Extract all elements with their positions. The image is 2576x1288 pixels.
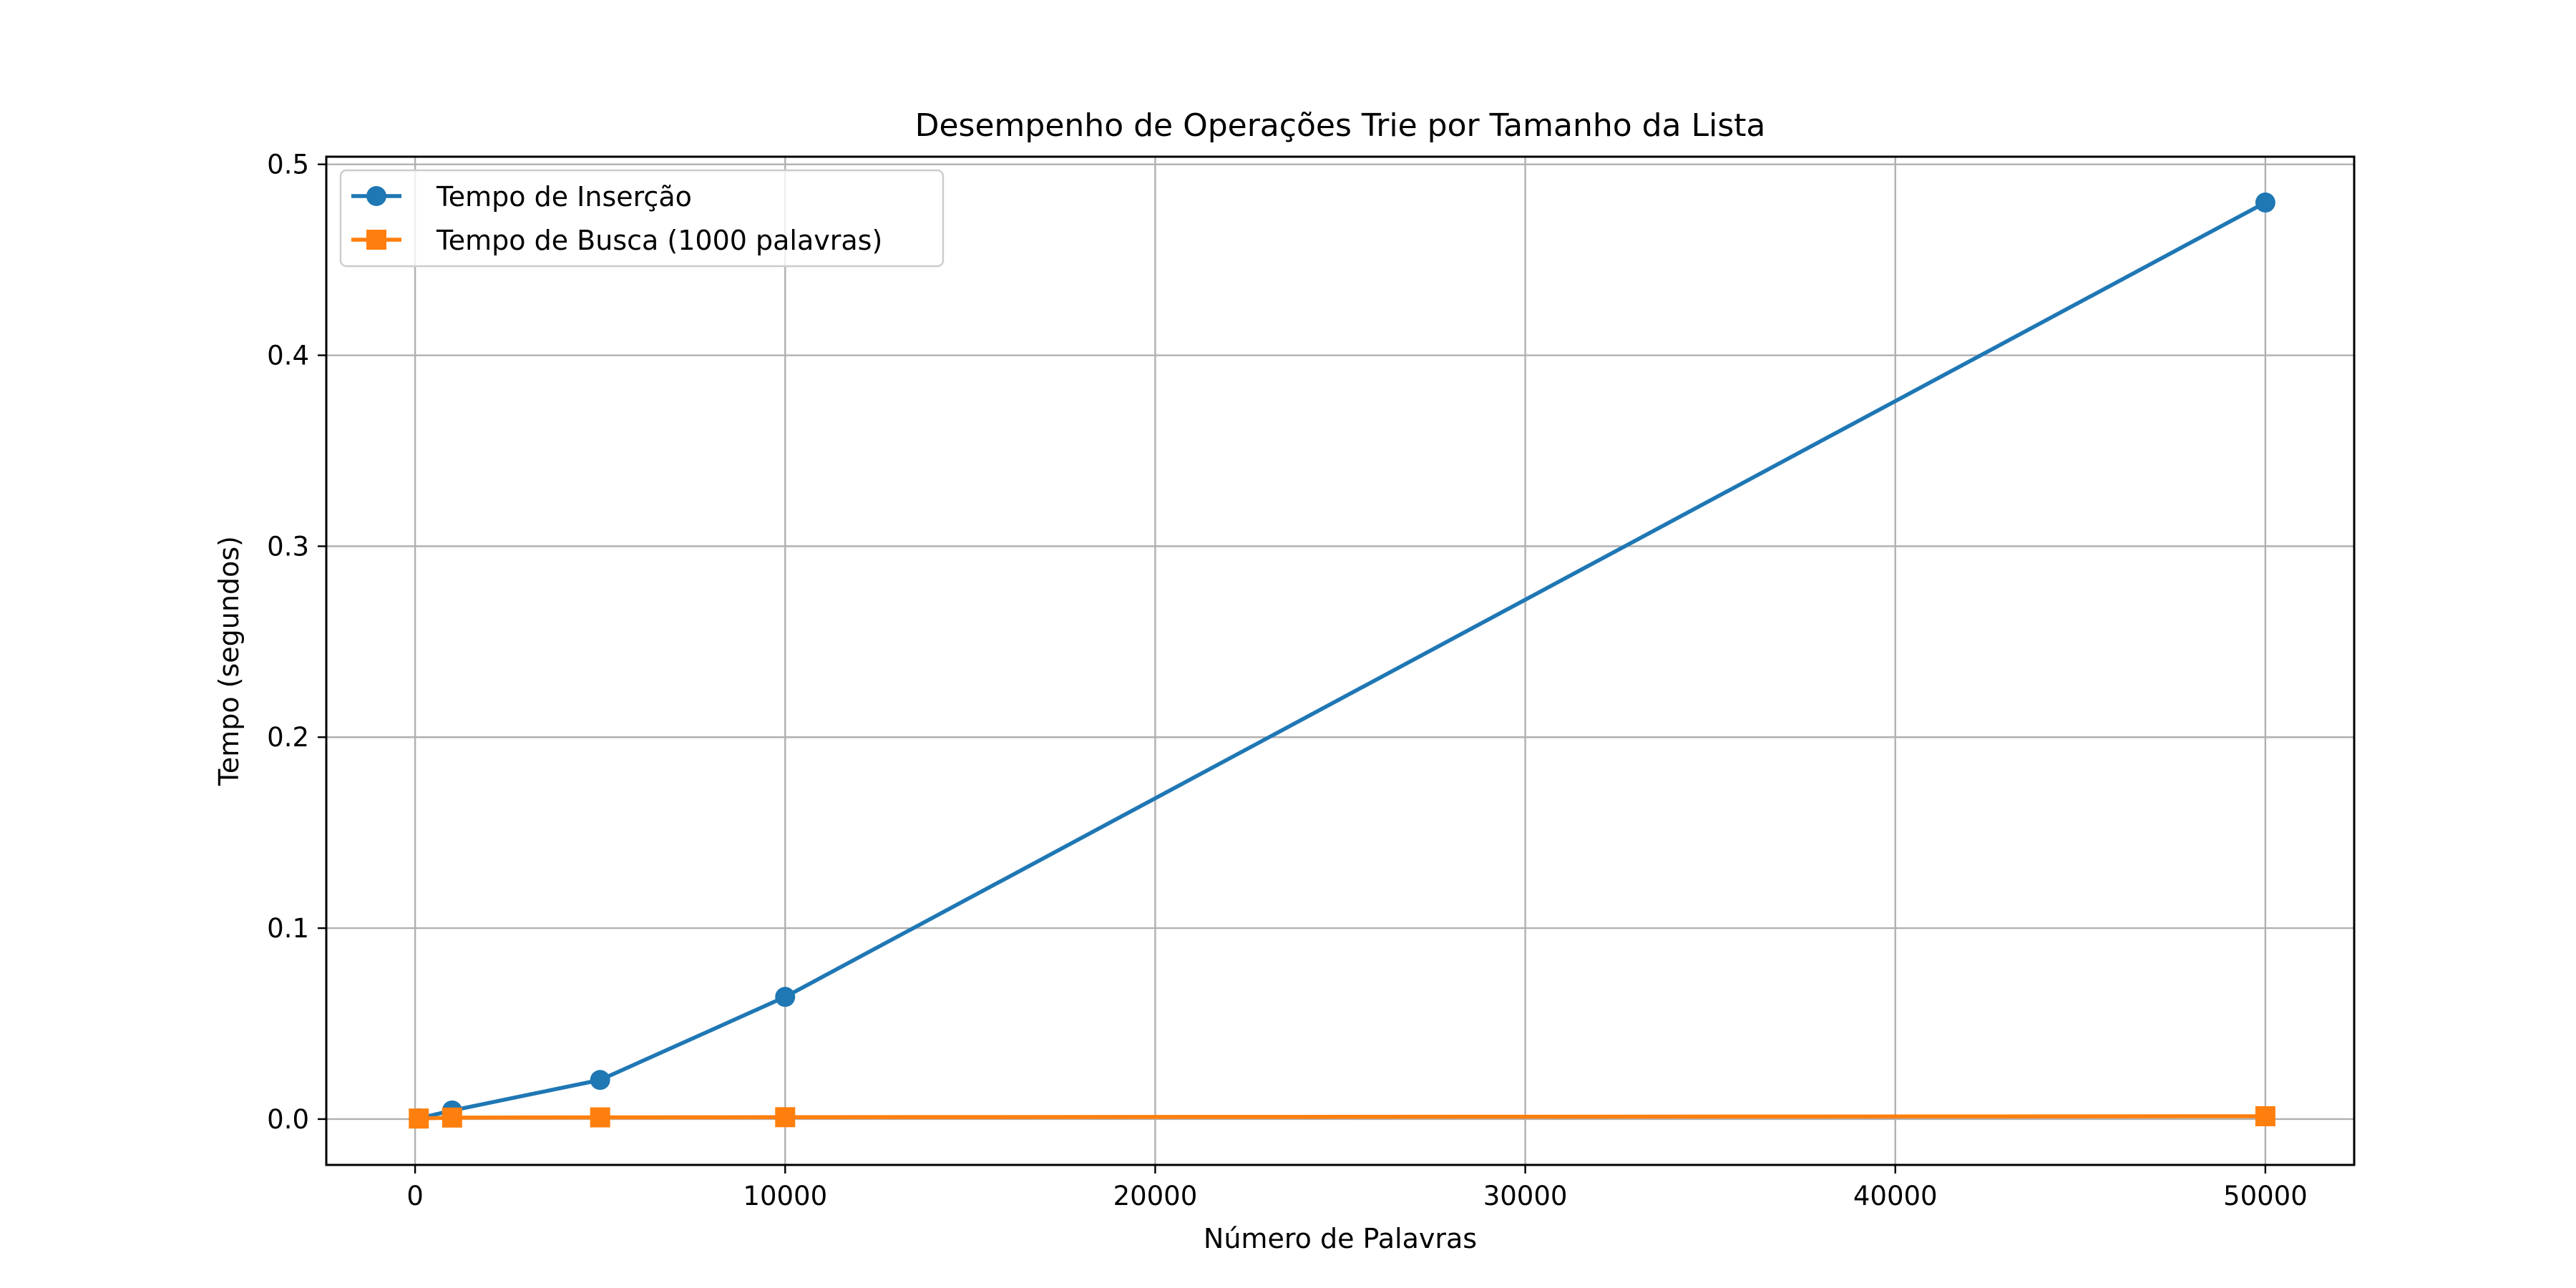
y-tick-label: 0.0 — [267, 1104, 309, 1135]
legend-box — [339, 169, 945, 268]
y-axis-label: Tempo (segundos) — [213, 536, 245, 786]
y-tick-label: 0.3 — [267, 531, 309, 562]
y-tick-label: 0.2 — [267, 722, 309, 753]
data-point-marker — [2255, 1106, 2275, 1126]
chart-title: Desempenho de Operações Trie por Tamanho… — [915, 107, 1766, 144]
series-2 — [409, 1106, 2275, 1129]
x-tick-label: 20000 — [1113, 1181, 1198, 1211]
data-point-marker — [590, 1107, 610, 1128]
data-point-marker — [441, 1107, 462, 1128]
x-tick-label: 0 — [406, 1181, 424, 1211]
data-point-marker — [590, 1070, 610, 1091]
data-point-marker — [2255, 192, 2275, 213]
legend: Tempo de Inserção Tempo de Busca (1000 pa… — [339, 169, 945, 268]
x-axis-label: Número de Palavras — [1204, 1223, 1477, 1254]
y-tick-label: 0.5 — [267, 150, 309, 180]
data-point-marker — [775, 987, 796, 1008]
data-point-marker — [775, 1107, 796, 1128]
y-tick-label: 0.1 — [267, 913, 309, 944]
plot-area — [409, 192, 2275, 1129]
data-point-marker — [409, 1108, 429, 1129]
axis-ticks: 0 10000 20000 30000 40000 50000 0.0 0.1 0.2 0.3 0.… — [267, 150, 2308, 1211]
series-line — [419, 1114, 2265, 1121]
x-tick-label: 50000 — [2223, 1181, 2308, 1211]
x-tick-label: 10000 — [743, 1181, 827, 1211]
y-tick-label: 0.4 — [267, 341, 309, 371]
x-tick-label: 40000 — [1853, 1181, 1938, 1211]
legend-swatch-marker — [366, 230, 386, 250]
axes-frame — [325, 155, 2356, 1166]
x-tick-label: 30000 — [1483, 1181, 1568, 1211]
legend-label: Tempo de Inserção — [436, 181, 692, 213]
legend-label: Tempo de Busca (1000 palavras) — [436, 225, 882, 256]
legend-swatch-marker — [366, 186, 386, 206]
grid-lines — [326, 157, 2354, 1165]
